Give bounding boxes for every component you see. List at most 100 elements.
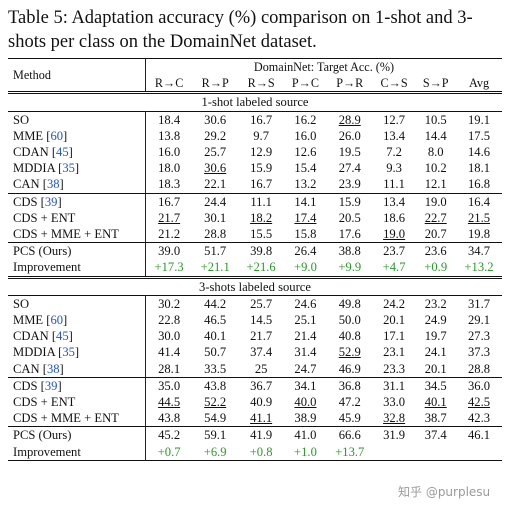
citation-link[interactable]: 39 [44,194,58,209]
value-cell: +0.9 [424,260,448,275]
value-cell: 13.4 [383,194,406,209]
table-body: 1-shot labeled source SO 18.4 30.6 16.7 16.2 2… [8,92,502,461]
method-cell: CAN [38] [13,361,64,376]
value-cell: 26.0 [338,128,361,143]
value-cell: 31.1 [383,378,406,393]
method-cell: CDAN [45] [13,145,73,160]
value-cell: 16.7 [250,112,273,127]
value-cell: 40.8 [338,329,361,344]
domainnet-header: DomainNet: Target Acc. (%) [145,58,502,76]
column-header: Avg [468,76,490,91]
value-cell: 28.8 [204,227,227,242]
value-cell: 18.4 [145,111,193,128]
value-cell: 25 [254,361,268,376]
value-cell: 24.9 [424,313,447,328]
value-cell: 52.9 [338,345,361,360]
value-cell: 17.4 [294,210,317,225]
value-cell: +1.0 [294,444,317,459]
value-cell: +21.6 [246,260,276,275]
value-cell: 40.0 [294,395,317,410]
value-cell: +0.7 [145,443,193,461]
value-cell: 16.4 [467,194,491,209]
table-row: CDS [39] 16.7 24.4 11.1 14.1 15.9 13.4 19.0 16.4 [8,193,502,210]
value-cell: 15.5 [250,227,273,242]
value-cell: 41.1 [250,411,273,426]
value-cell: 23.1 [383,345,406,360]
value-cell: 19.0 [424,194,447,209]
value-cell: 16.8 [467,177,491,192]
value-cell: 12.7 [383,112,406,127]
citation-link[interactable]: 38 [46,361,60,376]
value-cell: 19.8 [467,227,491,242]
citation-link[interactable]: 35 [62,161,75,176]
method-name: CAN [13,177,40,192]
method-name: MME [13,128,44,143]
method-name: CDS + ENT [13,395,76,410]
value-cell: 29.1 [467,313,491,328]
citation-link[interactable]: 35 [62,345,75,360]
value-cell: 25.1 [294,313,317,328]
value-cell: +9.0 [294,260,317,275]
value-cell: 47.2 [338,395,361,410]
watermark: 知乎 @purplesu [398,485,491,499]
table-row: MDDIA [35] 18.0 30.6 15.9 15.4 27.4 9.3 10.2 18.… [8,160,502,177]
value-cell: 38.7 [424,411,447,426]
value-cell [373,444,416,461]
value-cell: 14.5 [250,313,273,328]
citation-link[interactable]: 60 [50,313,64,328]
method-cell: SO [8,295,146,312]
value-cell: 22.7 [424,210,447,225]
value-cell: 13.8 [145,127,193,145]
value-cell: 25.7 [204,145,227,160]
citation-link[interactable]: 60 [50,128,64,143]
method-cell: MDDIA [35] [13,161,80,176]
citation-link[interactable]: 39 [44,378,58,393]
value-cell: 41.4 [145,344,193,361]
value-cell: 30.1 [204,210,227,225]
value-cell: +0.8 [249,444,273,459]
value-cell: 66.6 [338,428,361,443]
table-row: CDS + MME + ENT 21.2 28.8 15.5 15.8 17.6 19.0 2… [8,226,502,243]
value-cell: 35.0 [145,377,193,395]
value-cell: 21.5 [467,210,491,225]
citation-link[interactable]: 38 [46,177,60,192]
column-header-row: R→C R→P R→S P→C P→R C→S S→P Avg [8,75,502,93]
method-name: CDS + MME + ENT [13,411,119,426]
table-row: 1-shot labeled source [8,92,502,111]
method-name: CAN [13,361,40,376]
citation-link[interactable]: 45 [56,329,69,344]
citation-link[interactable]: 45 [56,145,69,160]
value-cell: 31.4 [294,345,317,360]
value-cell: 15.8 [294,227,317,242]
value-cell: 15.9 [338,194,361,209]
table-caption: Table 5: Adaptation accuracy (%) compari… [8,8,473,52]
value-cell: 43.8 [204,378,227,393]
value-cell: 13.4 [383,128,406,143]
value-cell: 26.4 [294,244,317,259]
value-cell: 42.3 [467,411,491,426]
value-cell: 36.0 [467,378,491,393]
method-name: Improvement [13,260,81,275]
value-cell: 18.6 [383,210,406,225]
value-cell: 21.4 [294,329,317,344]
value-cell: 17.5 [467,128,491,143]
method-name: PCS (Ours) [13,244,72,259]
method-name: CDS [13,194,38,209]
value-cell: 12.6 [294,145,317,160]
value-cell: 24.6 [294,296,317,311]
table-row: MDDIA [35] 41.4 50.7 37.4 31.4 52.9 23.1 24.1 37… [8,344,502,361]
value-cell: 43.8 [145,410,193,427]
method-cell: CDS + MME + ENT [8,226,146,243]
value-cell: 50.7 [204,345,227,360]
value-cell: 15.4 [294,161,317,176]
value-cell: 20.1 [383,313,406,328]
value-cell [456,444,502,461]
method-cell: Improvement [8,444,146,461]
value-cell: 59.1 [204,428,227,443]
method-cell: MME [60] [13,313,68,328]
value-cell: 45.2 [145,426,193,444]
value-cell: 39.0 [145,242,193,260]
value-cell: 23.6 [424,244,447,259]
value-cell: 25.7 [250,296,273,311]
value-cell: 38.8 [338,244,361,259]
